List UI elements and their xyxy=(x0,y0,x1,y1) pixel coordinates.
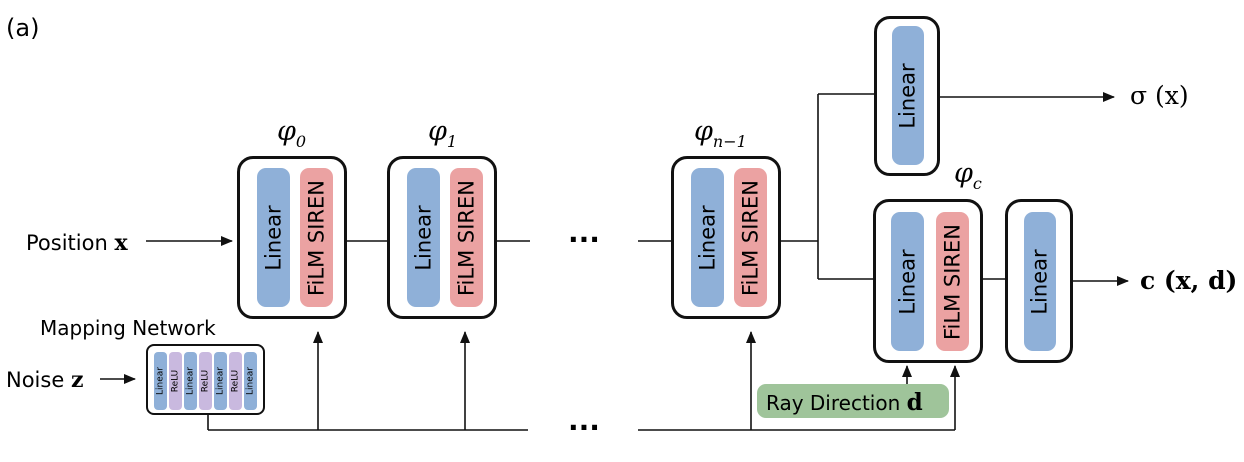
density-linear-block: Linear xyxy=(874,16,940,176)
film-siren-layer: FiLM SIREN xyxy=(734,168,767,307)
ray-direction-var: d xyxy=(906,389,923,416)
panel-label: (a) xyxy=(6,14,40,42)
phi-n-minus-1-label: φn−1 xyxy=(694,116,747,151)
linear-layer: Linear xyxy=(691,168,724,307)
phi-1-label: φ1 xyxy=(428,116,458,151)
noise-var: z xyxy=(70,367,84,393)
color-siren-block: Linear FiLM SIREN xyxy=(873,199,983,363)
mapping-layer: Linear xyxy=(154,352,167,410)
color-linear-layer: Linear xyxy=(1024,212,1056,351)
linear-layer: Linear xyxy=(891,212,924,351)
phi-0-label: φ0 xyxy=(277,116,307,151)
siren-block-0: Linear FiLM SIREN xyxy=(237,156,347,319)
film-siren-layer: FiLM SIREN xyxy=(450,168,483,307)
mapping-layer: ReLU xyxy=(199,352,212,410)
noise-label: Noise z xyxy=(6,369,83,391)
mapping-network-title: Mapping Network xyxy=(40,316,216,340)
position-var: x xyxy=(114,230,128,256)
phi-c-label: φc xyxy=(954,158,982,193)
linear-layer: Linear xyxy=(257,168,290,307)
ray-direction-text: Ray Direction xyxy=(766,391,901,415)
position-text: Position xyxy=(26,231,108,255)
film-siren-layer: FiLM SIREN xyxy=(300,168,333,307)
siren-block-1: Linear FiLM SIREN xyxy=(387,156,497,319)
density-linear-layer: Linear xyxy=(892,26,924,165)
mapping-network: Linear ReLU Linear ReLU Linear ReLU Line… xyxy=(146,344,265,415)
bus-ellipsis: ··· xyxy=(568,411,600,444)
linear-layer: Linear xyxy=(407,168,440,307)
mapping-layer: Linear xyxy=(214,352,227,410)
layer-ellipsis: ··· xyxy=(568,223,600,256)
mapping-layer: Linear xyxy=(244,352,257,410)
color-linear-block: Linear xyxy=(1005,199,1073,363)
ray-direction-box: Ray Direction d xyxy=(757,384,949,418)
film-siren-layer: FiLM SIREN xyxy=(936,212,969,351)
mapping-layer: ReLU xyxy=(229,352,242,410)
noise-text: Noise xyxy=(6,368,65,392)
color-output-label: c (x, d) xyxy=(1140,266,1238,295)
position-label: Position x xyxy=(26,232,128,254)
density-output-label: σ (x) xyxy=(1130,81,1189,110)
mapping-layer: Linear xyxy=(184,352,197,410)
mapping-layer: ReLU xyxy=(169,352,182,410)
siren-block-n-minus-1: Linear FiLM SIREN xyxy=(671,156,781,319)
